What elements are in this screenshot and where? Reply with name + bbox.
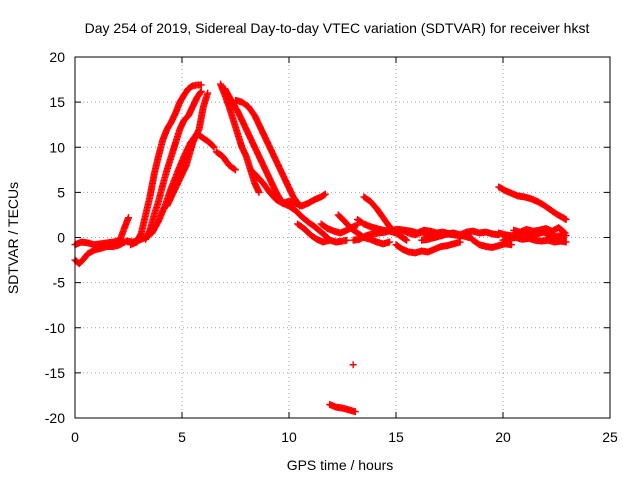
data-points — [71, 80, 570, 416]
data-point — [403, 236, 411, 244]
x-tick-label: 15 — [388, 429, 404, 445]
y-tick-label: 15 — [49, 94, 65, 110]
data-point — [562, 215, 570, 223]
series-arc-8 — [221, 85, 332, 241]
x-tick-label: 10 — [281, 429, 297, 445]
axis-ticks — [74, 56, 611, 419]
data-point — [343, 236, 351, 244]
x-tick-labels: 0 5 10 15 20 25 — [71, 429, 618, 445]
data-point — [204, 89, 212, 97]
y-tick-label: -15 — [45, 365, 65, 381]
y-tick-label: -5 — [53, 275, 66, 291]
y-tick-label: 20 — [49, 49, 65, 65]
data-point — [386, 238, 394, 246]
series-arc-11 — [294, 220, 351, 246]
data-point — [456, 238, 464, 246]
series-arc-18 — [418, 230, 516, 251]
data-point — [197, 87, 205, 95]
y-tick-label: 10 — [49, 139, 65, 155]
series-arc-3 — [127, 81, 205, 249]
data-point — [321, 190, 329, 198]
data-point — [230, 165, 238, 173]
data-point — [232, 166, 239, 174]
y-tick-label: -20 — [45, 410, 65, 426]
data-point — [560, 228, 568, 236]
data-point — [562, 238, 570, 246]
chart-title: Day 254 of 2019, Sidereal Day-to-day VTE… — [85, 20, 590, 36]
data-point — [351, 408, 359, 416]
series-arc-12 — [317, 220, 361, 237]
y-axis-title: SDTVAR / TECUs — [5, 182, 21, 294]
series-arc-21 — [499, 234, 570, 246]
data-point — [209, 142, 217, 150]
series-arc-9 — [232, 96, 304, 210]
x-axis-title: GPS time / hours — [287, 457, 394, 473]
series-arc-7 — [212, 148, 239, 174]
series-arc-22 — [510, 224, 569, 237]
series-arc-19 — [495, 183, 570, 223]
series-arc-24 — [349, 361, 357, 369]
series-arc-15 — [360, 193, 411, 244]
y-tick-label: -10 — [45, 320, 65, 336]
y-tick-label: 0 — [57, 230, 65, 246]
series-arc-17 — [392, 238, 464, 257]
data-point — [508, 241, 516, 249]
data-point — [197, 81, 205, 89]
series-arc-13 — [334, 211, 394, 248]
data-point — [349, 361, 357, 369]
series-arc-2 — [71, 214, 132, 249]
x-tick-label: 0 — [71, 429, 79, 445]
series-arc-5 — [163, 89, 212, 210]
series-arc-4 — [142, 87, 205, 243]
data-point — [125, 214, 132, 222]
x-tick-label: 25 — [602, 429, 618, 445]
y-tick-labels: -20 -15 -10 -5 0 5 10 15 20 — [45, 49, 65, 426]
y-tick-label: 5 — [57, 184, 65, 200]
data-point — [255, 188, 263, 196]
data-point — [561, 229, 569, 237]
data-point — [196, 89, 204, 97]
series-arc-10 — [246, 166, 329, 210]
data-point — [210, 143, 218, 151]
series-arc-23 — [326, 400, 359, 416]
x-tick-label: 20 — [495, 429, 511, 445]
x-tick-label: 5 — [178, 429, 186, 445]
